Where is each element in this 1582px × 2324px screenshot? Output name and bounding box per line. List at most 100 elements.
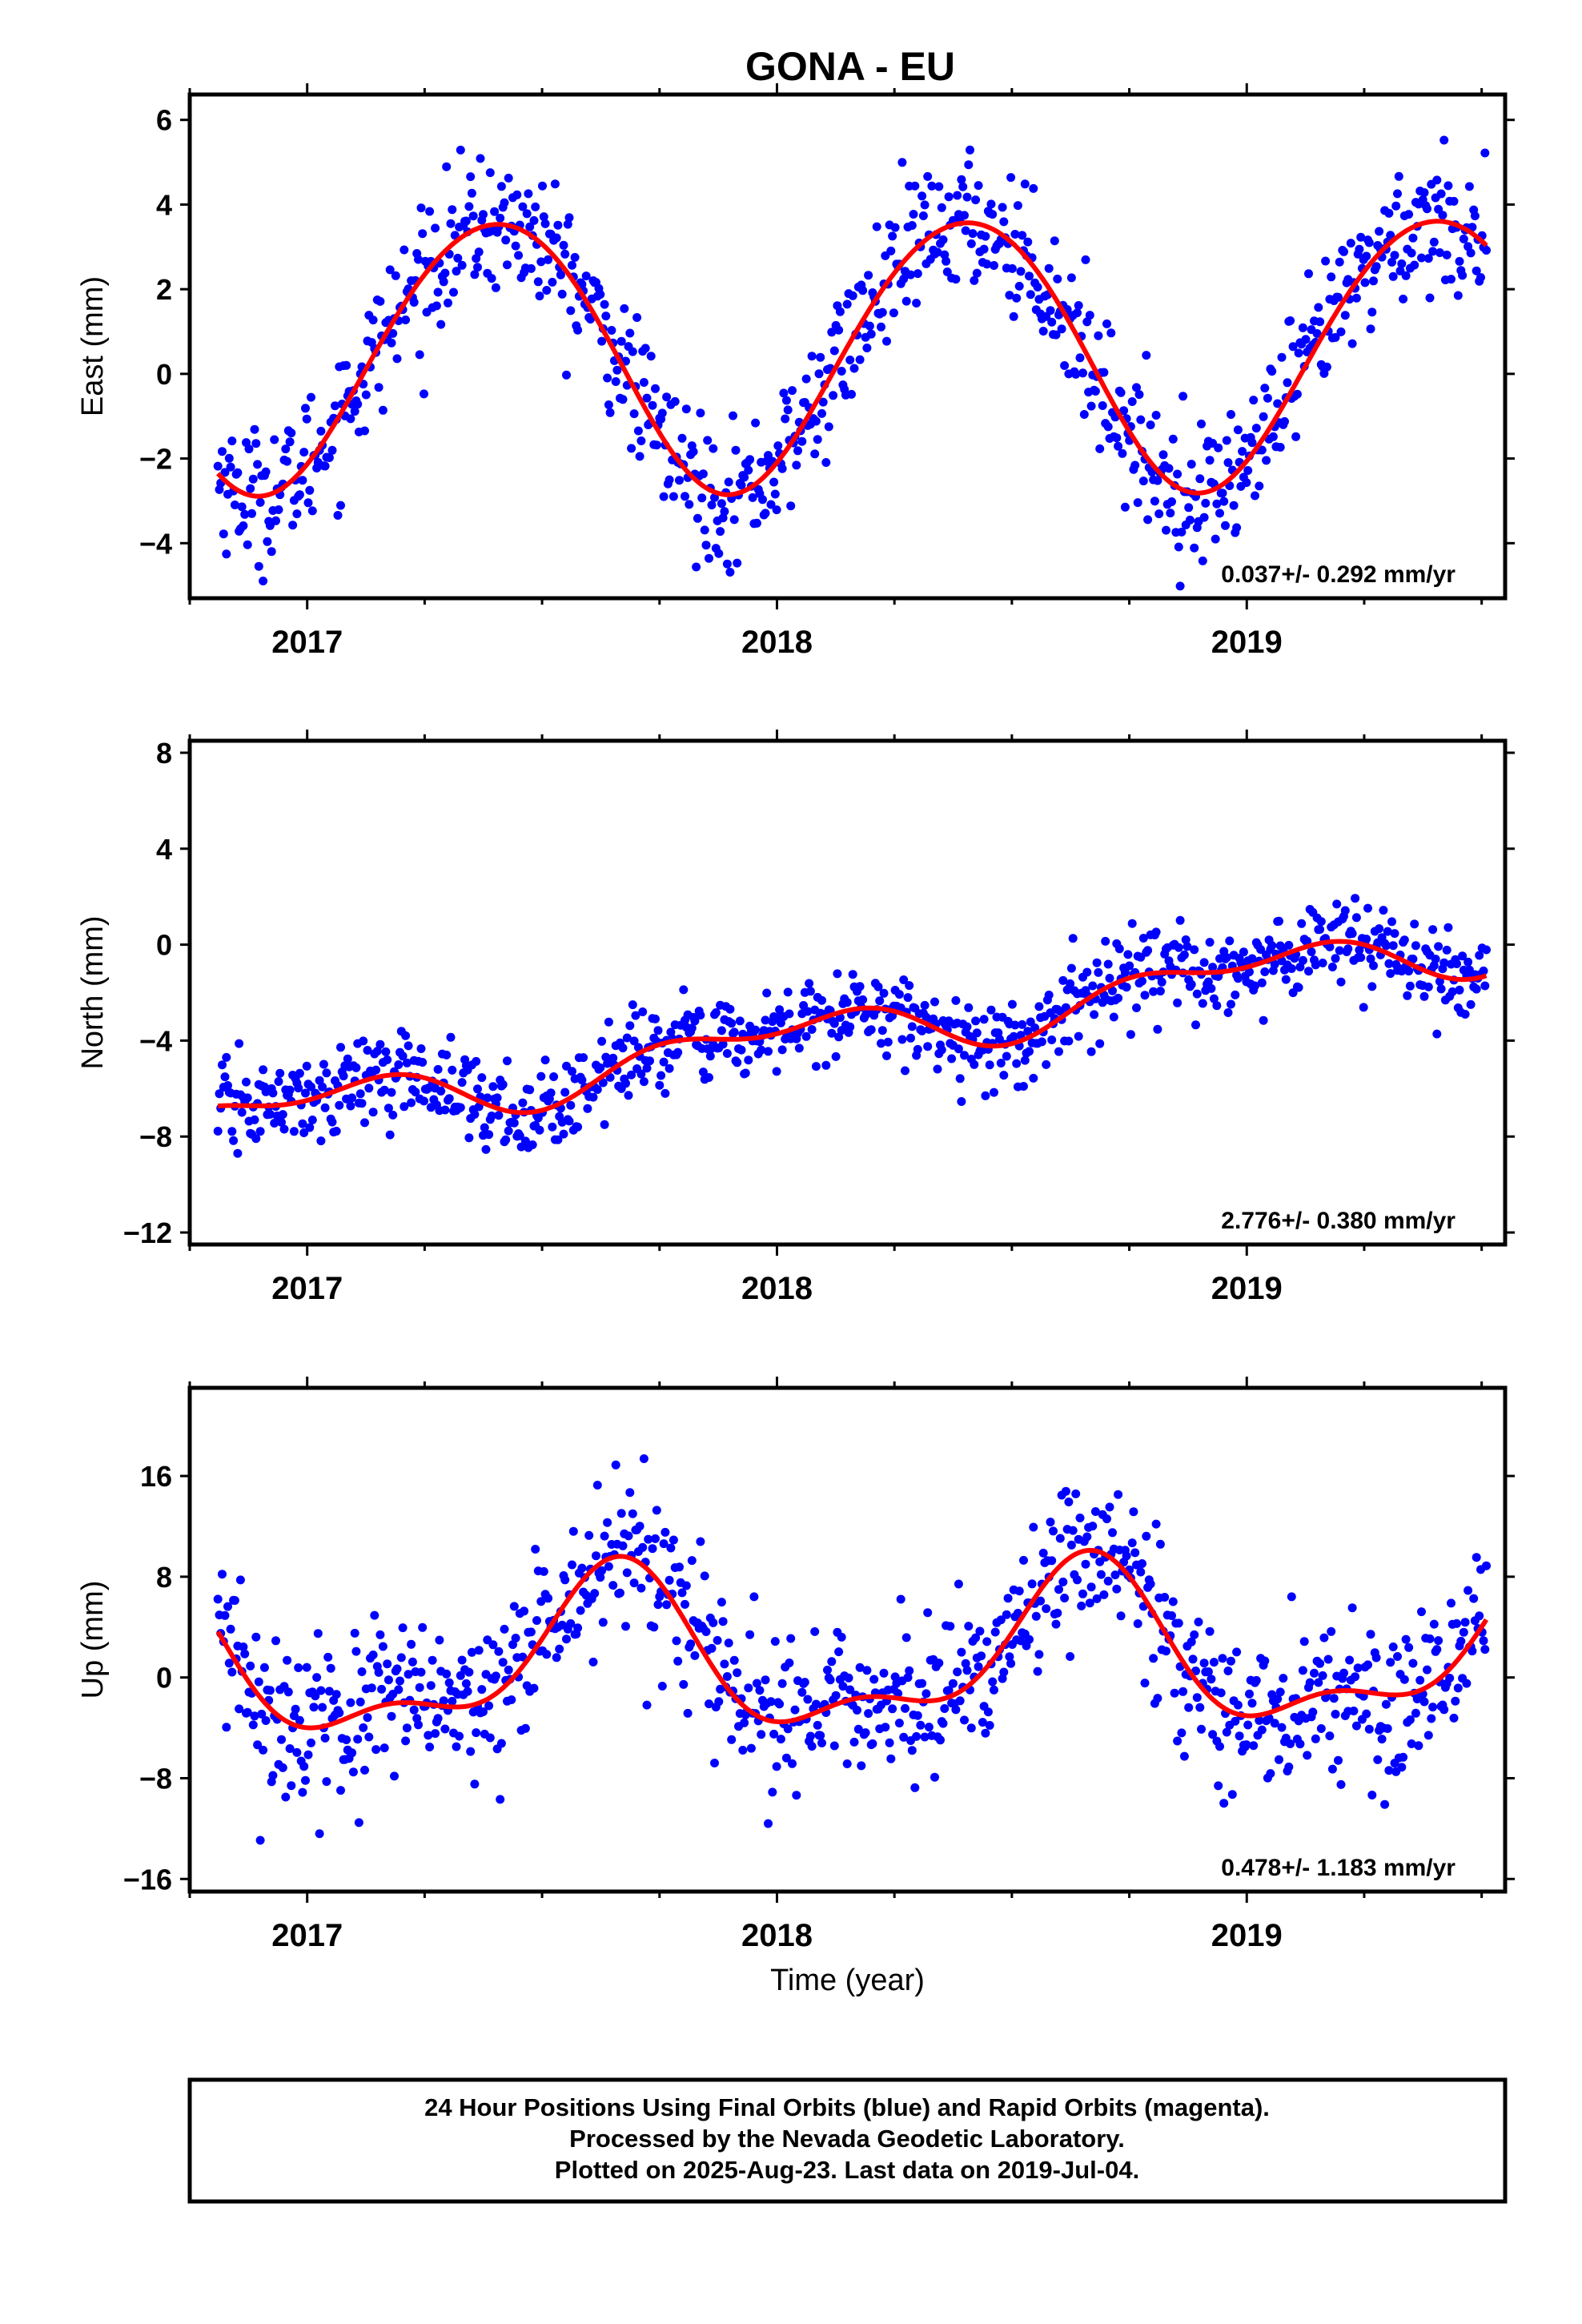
- data-point: [636, 436, 646, 445]
- data-point: [737, 480, 746, 490]
- data-point: [764, 1819, 773, 1828]
- data-point: [1355, 945, 1364, 955]
- data-point: [631, 1011, 640, 1020]
- data-point: [1295, 1739, 1305, 1749]
- data-point: [666, 1543, 676, 1553]
- data-point: [600, 1531, 609, 1541]
- data-point: [1020, 1055, 1030, 1065]
- data-point: [983, 1707, 993, 1717]
- data-point: [287, 1781, 296, 1791]
- data-point: [368, 1651, 378, 1659]
- data-point: [467, 1647, 476, 1657]
- data-point: [1031, 1611, 1041, 1621]
- data-point: [661, 1527, 670, 1537]
- data-point: [456, 145, 465, 155]
- y-tick-label: 2: [156, 273, 172, 306]
- data-point: [697, 493, 707, 503]
- data-point: [331, 1127, 341, 1136]
- data-point: [853, 1724, 863, 1734]
- data-point: [394, 1060, 404, 1069]
- data-point: [616, 1509, 626, 1518]
- data-point: [883, 1037, 893, 1047]
- data-point: [990, 261, 998, 270]
- data-point: [498, 1658, 508, 1667]
- data-point: [1280, 416, 1289, 426]
- data-point: [1066, 273, 1076, 283]
- x-tick-label: 2017: [271, 1918, 343, 1953]
- data-point: [1223, 1008, 1233, 1017]
- data-point: [1443, 181, 1453, 191]
- data-point: [1259, 412, 1268, 421]
- data-point: [1360, 278, 1370, 287]
- data-point: [1002, 1610, 1011, 1619]
- data-point: [415, 1683, 424, 1692]
- data-point: [442, 1669, 452, 1679]
- data-point: [1379, 906, 1388, 915]
- data-point: [1086, 1047, 1096, 1056]
- data-point: [1167, 1611, 1176, 1620]
- data-point: [299, 1762, 309, 1771]
- data-point: [831, 1691, 841, 1700]
- data-point: [1218, 489, 1227, 498]
- data-point: [1034, 1002, 1044, 1011]
- data-point: [251, 439, 261, 448]
- rate-label: 0.478+/- 1.183 mm/yr: [1221, 1855, 1456, 1881]
- data-point: [604, 400, 613, 409]
- data-point: [635, 1522, 644, 1531]
- data-point: [481, 1144, 491, 1154]
- data-point: [1284, 940, 1294, 950]
- data-point: [487, 1112, 496, 1120]
- data-point: [766, 500, 776, 509]
- data-point: [324, 1687, 334, 1696]
- data-point: [1267, 367, 1277, 376]
- data-point: [1212, 1001, 1222, 1011]
- data-point: [1428, 1703, 1438, 1712]
- data-point: [472, 1056, 481, 1066]
- data-point: [1114, 441, 1123, 451]
- y-tick-label: −8: [139, 1762, 172, 1795]
- data-point: [970, 275, 979, 285]
- data-point: [1434, 942, 1443, 951]
- data-point: [834, 325, 844, 335]
- data-point: [1390, 929, 1399, 939]
- data-point: [1445, 1674, 1455, 1683]
- data-point: [1136, 1567, 1146, 1577]
- y-tick-label: −12: [123, 1216, 172, 1249]
- data-point: [515, 1131, 524, 1140]
- data-point: [1055, 1534, 1065, 1543]
- data-point: [227, 436, 237, 446]
- data-point: [1397, 259, 1407, 268]
- data-point: [1455, 256, 1464, 266]
- data-point: [379, 1743, 389, 1753]
- data-point: [552, 233, 561, 243]
- data-point: [772, 1067, 781, 1076]
- data-point: [1340, 311, 1350, 320]
- data-point: [1184, 503, 1194, 513]
- data-point: [605, 408, 615, 417]
- data-point: [853, 1706, 861, 1715]
- data-point: [1103, 1576, 1113, 1586]
- data-point: [675, 1562, 684, 1572]
- data-point: [962, 1022, 972, 1031]
- data-point: [849, 1737, 859, 1747]
- data-point: [917, 1026, 927, 1035]
- data-point: [1260, 1656, 1270, 1666]
- data-point: [673, 1047, 683, 1057]
- data-point: [1411, 1708, 1420, 1718]
- data-point: [347, 1748, 357, 1758]
- data-point: [1197, 1724, 1206, 1734]
- data-point: [628, 347, 637, 356]
- data-point: [1109, 1012, 1118, 1022]
- data-point: [1140, 1679, 1150, 1688]
- data-point: [364, 1084, 374, 1093]
- data-point: [1321, 256, 1331, 266]
- data-point: [1235, 1731, 1244, 1741]
- data-point: [488, 1082, 498, 1092]
- data-point: [1351, 913, 1361, 923]
- data-point: [1245, 967, 1254, 977]
- data-point: [1270, 959, 1279, 969]
- data-point: [237, 1108, 247, 1117]
- data-point: [440, 268, 450, 278]
- data-point: [933, 1064, 942, 1074]
- data-point: [1198, 999, 1207, 1008]
